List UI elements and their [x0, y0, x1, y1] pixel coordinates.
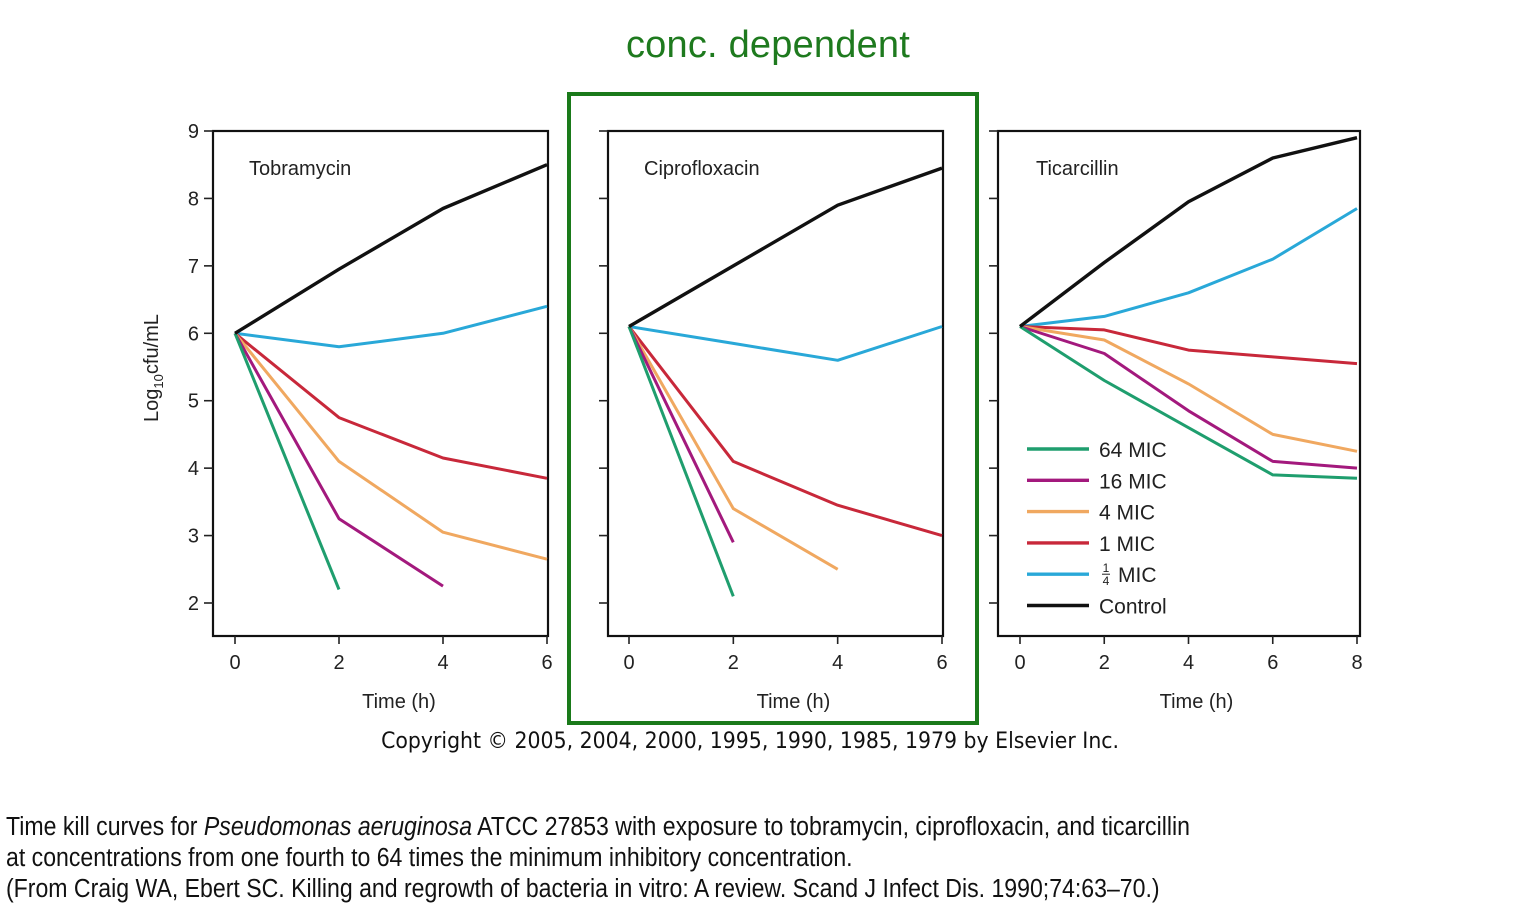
x-tick-label: 6 [936, 652, 947, 674]
x-tick-label: 2 [333, 652, 344, 674]
caption-species-name: Pseudomonas aeruginosa [203, 813, 473, 841]
series-line-64-mic [627, 325, 735, 597]
y-tick-label: 7 [188, 256, 199, 278]
x-tick-label: 8 [1351, 652, 1362, 674]
y-tick-label: 9 [188, 121, 199, 143]
caption-line-1-suffix: ATCC 27853 with exposure to tobramycin, … [472, 813, 1190, 841]
series-line-4-mic [233, 332, 548, 561]
series-line-4-mic [627, 325, 839, 571]
y-tick-label: 4 [188, 458, 199, 480]
legend-label: 64 MIC [1099, 439, 1167, 462]
panel-tobramycin: 2 3 4 5 6 7 8 9 0 2 4 6 Time (h) Log10cfu/mL Tobramyci… [141, 121, 553, 713]
plot-frame [606, 129, 945, 638]
legend-item-control: Control [1027, 596, 1167, 619]
x-axis-label: Time (h) [362, 691, 436, 713]
y-tick-label: 5 [188, 391, 199, 413]
figure-caption: Time kill curves for Pseudomonas aerugin… [6, 812, 1190, 905]
x-axis-label: Time (h) [757, 691, 831, 713]
x-tick-label: 4 [1183, 652, 1194, 674]
chart-header-title: conc. dependent [625, 24, 910, 66]
x-tick-label: 4 [437, 652, 448, 674]
caption-line-1: Time kill curves for Pseudomonas aerugin… [6, 812, 1190, 843]
caption-line-3: (From Craig WA, Ebert SC. Killing and re… [6, 875, 1160, 903]
series-line-4-mic [1019, 325, 1358, 453]
x-tick-label: 0 [229, 652, 240, 674]
x-tick-label: 2 [728, 652, 739, 674]
legend-label: Control [1099, 596, 1167, 619]
legend: 64 MIC 16 MIC 4 MIC 1 MIC 14 MIC Control [1027, 439, 1167, 619]
plot-frame [996, 129, 1362, 638]
copyright-notice: Copyright © 2005, 2004, 2000, 1995, 1990… [381, 729, 1120, 754]
series-line-1-4-mic [1019, 207, 1358, 328]
legend-item-4-mic: 4 MIC [1027, 502, 1155, 525]
concentration-dependent-highlight-box [567, 92, 979, 725]
series-line-16-mic [233, 332, 444, 588]
y-axis-label-rest: cfu/mL [141, 314, 163, 374]
series-line-1-4-mic [234, 304, 548, 349]
series-line-64-mic [1019, 325, 1358, 480]
y-tick-label: 8 [188, 188, 199, 210]
series-line-16-mic [1019, 325, 1358, 470]
legend-item-64-mic: 64 MIC [1027, 439, 1167, 462]
panel-title-ciprofloxacin: Ciprofloxacin [644, 158, 760, 180]
caption-line-2: at concentrations from one fourth to 64 … [6, 844, 853, 872]
x-tick-label: 6 [541, 652, 552, 674]
caption-line-1-prefix: Time kill curves for [6, 813, 204, 841]
panel-ciprofloxacin: 0 2 4 6 Time (h) Ciprofloxacin [599, 129, 948, 713]
series-line-1-mic [234, 332, 548, 480]
legend-fraction-numerator: 1 [1103, 561, 1110, 575]
series-line-64-mic [233, 332, 341, 591]
y-tick-label: 3 [188, 526, 199, 548]
legend-item-1-mic: 1 MIC [1027, 533, 1155, 556]
x-tick-label: 6 [1267, 652, 1278, 674]
panel-title-ticarcillin: Ticarcillin [1036, 158, 1119, 180]
series-line-1-mic [627, 325, 943, 538]
plot-frame [211, 129, 550, 638]
legend-label: MIC [1118, 564, 1157, 587]
panel-ticarcillin: 0 2 4 6 8 Time (h) Ticarcillin [989, 129, 1363, 713]
x-axis-label: Time (h) [1160, 691, 1234, 713]
series-line-1-4-mic [628, 325, 943, 362]
series-line-control [234, 163, 548, 335]
x-tick-label: 4 [832, 652, 843, 674]
x-tick-label: 0 [1014, 652, 1025, 674]
legend-label: 4 MIC [1099, 502, 1155, 525]
legend-fraction-denominator: 4 [1103, 574, 1110, 588]
legend-label: 16 MIC [1099, 470, 1167, 493]
legend-item-1-4-mic: 14 MIC [1027, 561, 1157, 588]
y-axis-label-main: Log [141, 389, 163, 422]
series-line-control [1018, 136, 1358, 328]
x-tick-label: 0 [623, 652, 634, 674]
x-tick-label: 2 [1099, 652, 1110, 674]
y-axis-label: Log10cfu/mL [141, 314, 166, 422]
panel-title-tobramycin: Tobramycin [249, 158, 351, 180]
legend-label: 1 MIC [1099, 533, 1155, 556]
series-line-control [628, 166, 943, 328]
series-line-1-mic [1019, 325, 1358, 366]
y-tick-label: 2 [188, 593, 199, 615]
y-axis-label-subscript: 10 [151, 374, 166, 388]
legend-item-16-mic: 16 MIC [1027, 470, 1167, 493]
series-line-16-mic [627, 325, 735, 543]
y-tick-label: 6 [188, 323, 199, 345]
